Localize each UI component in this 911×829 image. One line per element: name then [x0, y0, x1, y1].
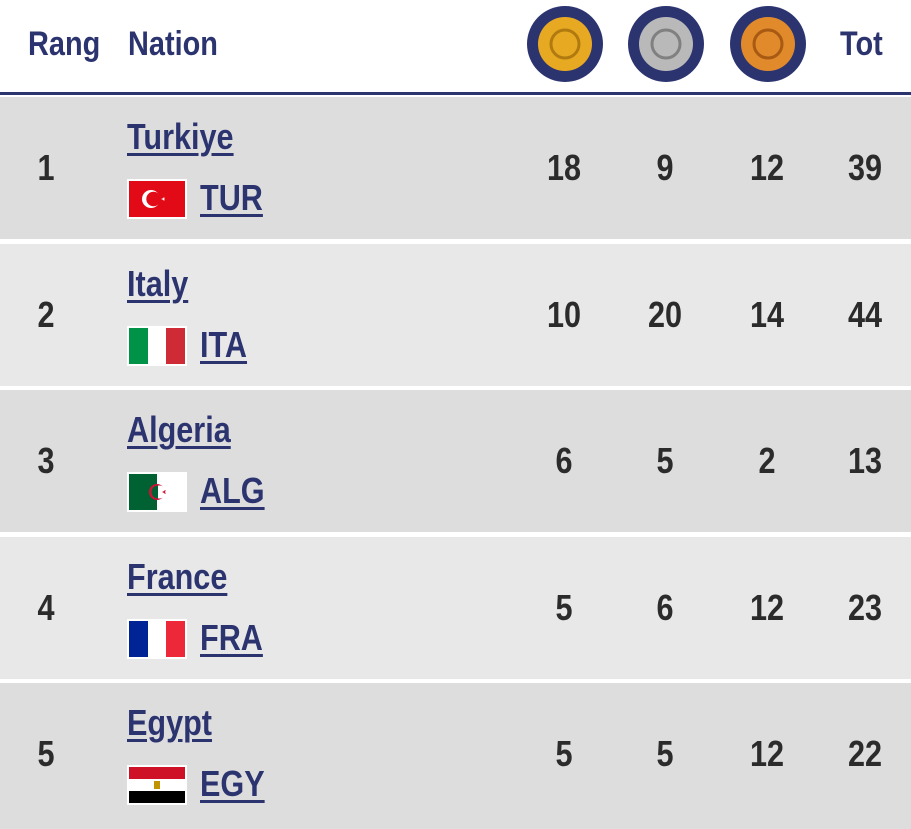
- rank-cell: 4: [37, 586, 55, 628]
- total-cell: 23: [847, 586, 883, 628]
- gold-cell: 6: [555, 440, 573, 481]
- gold-cell: 5: [555, 733, 573, 774]
- bronze-cell: 14: [749, 293, 785, 335]
- silver-cell: 20: [647, 293, 683, 335]
- silver-cell: 5: [656, 440, 674, 481]
- nation-link[interactable]: Italy: [127, 262, 189, 304]
- rank-cell: 2: [37, 293, 55, 335]
- total-header: Tot: [840, 25, 883, 63]
- header-divider: [0, 92, 911, 95]
- rank-header: Rang: [28, 25, 101, 63]
- rank-cell: 5: [37, 733, 55, 774]
- silver-cell: 9: [656, 147, 674, 188]
- bronze-cell: 12: [749, 733, 785, 774]
- flag-icon: [127, 179, 187, 219]
- bronze-cell: 2: [758, 440, 776, 481]
- bronze-medal-icon: [730, 6, 806, 82]
- silver-medal-icon: [628, 6, 704, 82]
- silver-cell: 5: [656, 733, 674, 774]
- rank-cell: 1: [37, 147, 55, 188]
- flag-icon: [127, 472, 187, 512]
- code-link[interactable]: ITA: [200, 323, 248, 365]
- code-link[interactable]: EGY: [200, 763, 265, 804]
- nation-link[interactable]: Egypt: [127, 702, 213, 743]
- code-link[interactable]: TUR: [200, 177, 263, 218]
- nation-header: Nation: [128, 25, 218, 63]
- gold-cell: 5: [555, 586, 573, 628]
- total-cell: 13: [847, 440, 883, 481]
- nation-link[interactable]: France: [127, 555, 228, 597]
- bronze-cell: 12: [749, 147, 785, 188]
- bronze-cell: 12: [749, 586, 785, 628]
- flag-icon: [127, 765, 187, 805]
- rank-cell: 3: [37, 440, 55, 481]
- table-row: 2 Italy ITA 10 20 14 44: [0, 243, 911, 386]
- gold-medal-icon: [527, 6, 603, 82]
- table-row: 4 France FRA 5 6 12 23: [0, 536, 911, 679]
- table-row: 1 Turkiye TUR 18 9 12 39: [0, 97, 911, 239]
- code-link[interactable]: FRA: [200, 616, 263, 658]
- silver-cell: 6: [656, 586, 674, 628]
- total-cell: 22: [847, 733, 883, 774]
- gold-cell: 18: [546, 147, 582, 188]
- table-row: 3 Algeria ALG 6 5 2 13: [0, 390, 911, 532]
- flag-icon: [127, 618, 187, 659]
- flag-icon: [127, 325, 187, 366]
- nation-link[interactable]: Turkiye: [127, 116, 234, 157]
- gold-cell: 10: [546, 293, 582, 335]
- code-link[interactable]: ALG: [200, 470, 265, 511]
- total-cell: 44: [847, 293, 883, 335]
- nation-link[interactable]: Algeria: [127, 409, 231, 450]
- table-row: 5 Egypt EGY 5 5 12 22: [0, 683, 911, 829]
- total-cell: 39: [847, 147, 883, 188]
